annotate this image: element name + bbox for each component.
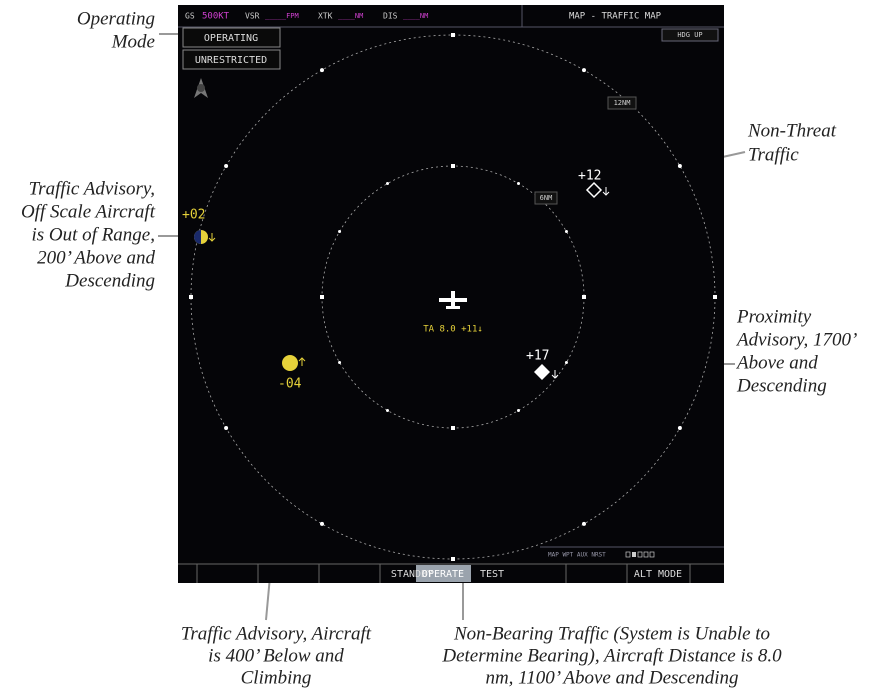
ring-tick (320, 295, 324, 299)
annotation-text: 200’ Above and (37, 247, 155, 268)
annotation-text: Non-Threat (747, 120, 837, 141)
traffic-altitude: +17 (526, 349, 549, 364)
page-title: MAP - TRAFFIC MAP (569, 12, 662, 22)
ring-tick (678, 164, 682, 168)
ring-tick (338, 361, 341, 364)
annotation-text: Descending (736, 375, 827, 396)
gs-value: 500KT (202, 12, 230, 22)
annotation-text: Above and (735, 352, 818, 373)
vsr-value: _____FPM (265, 12, 299, 20)
ring-tick (517, 182, 520, 185)
annotation-text: Proximity (736, 306, 812, 327)
non-bearing-label: TA 8.0 +11↓ (423, 325, 483, 335)
ring-tick (565, 230, 568, 233)
xtk-label: XTK (318, 12, 333, 21)
figure: Operating Mode Traffic Advisory, Off Sca… (0, 0, 889, 700)
mfd-screen: GS 500KT VSR _____FPM XTK ____NM DIS ___… (178, 5, 724, 583)
annotation-text: Traffic Advisory, Aircraft (181, 623, 372, 644)
ring-tick (582, 522, 586, 526)
range-label: 6NM (540, 194, 553, 202)
annotation-text: Off Scale Aircraft (21, 201, 156, 222)
annotation-text: nm, 1100’ Above and Descending (485, 667, 738, 688)
ring-tick (582, 68, 586, 72)
ring-tick (189, 295, 193, 299)
annotation-text: Climbing (241, 667, 312, 688)
annotation-text: Descending (64, 270, 155, 291)
page-groups: MAP WPT AUX NRST (548, 552, 606, 559)
annotation-text: Non-Bearing Traffic (System is Unable to (453, 623, 770, 644)
ring-tick (320, 522, 324, 526)
xtk-value: ____NM (338, 12, 363, 20)
ring-tick (224, 426, 228, 430)
annotation-text: Operating (77, 8, 155, 29)
mode-text: OPERATING (204, 33, 258, 44)
softkey[interactable]: ALT MODE (634, 569, 682, 580)
ring-tick (386, 409, 389, 412)
ring-tick (451, 33, 455, 37)
annotation-text: is 400’ Below and (208, 645, 344, 666)
ring-tick (451, 426, 455, 430)
ring-tick (451, 164, 455, 168)
traffic-altitude: +02 (182, 208, 205, 223)
softkey[interactable]: OPERATE (422, 569, 464, 580)
annotation-text: Traffic Advisory, (29, 178, 155, 199)
mode-text: UNRESTRICTED (195, 55, 267, 66)
annotation-text: Traffic (748, 144, 799, 165)
annotation-text: Mode (111, 31, 155, 52)
annotation-text: Determine Bearing), Aircraft Distance is… (441, 645, 782, 666)
vsr-label: VSR (245, 12, 260, 21)
ring-tick (517, 409, 520, 412)
ta-symbol (282, 355, 298, 371)
range-label: 12NM (614, 99, 631, 107)
ring-tick (565, 361, 568, 364)
annotation-text: is Out of Range, (32, 224, 156, 245)
ring-tick (386, 182, 389, 185)
dis-value: ____NM (403, 12, 428, 20)
traffic-altitude: -04 (278, 377, 302, 392)
softkey[interactable]: TEST (480, 569, 504, 580)
traffic-altitude: +12 (578, 169, 601, 184)
ring-tick (582, 295, 586, 299)
ring-tick (224, 164, 228, 168)
annotation-text: Advisory, 1700’ (735, 329, 857, 350)
ring-tick (713, 295, 717, 299)
ring-tick (451, 557, 455, 561)
dis-label: DIS (383, 12, 398, 21)
gs-label: GS (185, 12, 195, 21)
ring-tick (338, 230, 341, 233)
ring-tick (320, 68, 324, 72)
orientation: HDG UP (677, 31, 702, 39)
ring-tick (678, 426, 682, 430)
